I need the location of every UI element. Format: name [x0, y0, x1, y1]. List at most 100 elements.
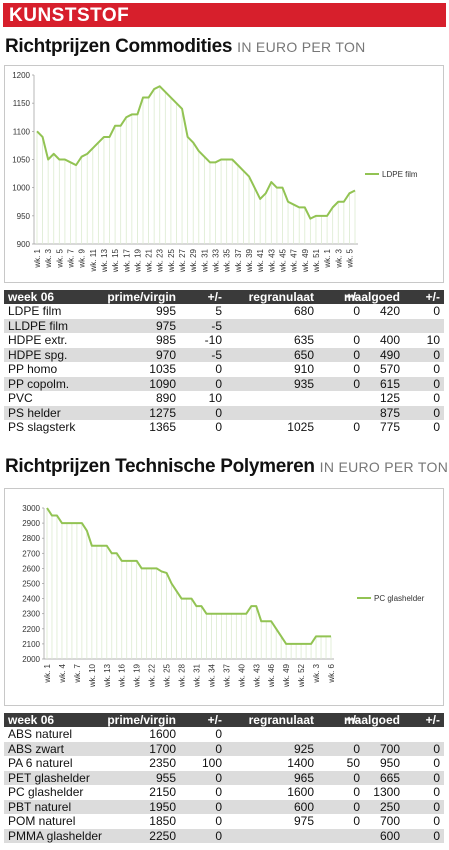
material-name: PBT naturel — [8, 799, 72, 814]
x-tick-label: wk. 25 — [163, 663, 172, 688]
price-cell: 570 — [379, 362, 400, 376]
x-tick-label: wk. 43 — [252, 663, 261, 688]
table-row: PS slagsterk 1365 0 1025 0 775 0 — [4, 420, 444, 435]
price-cell: 250 — [379, 799, 400, 814]
price-cell: 0 — [353, 785, 360, 799]
x-tick-label: wk. 22 — [148, 663, 157, 688]
x-tick-label: wk. 17 — [122, 248, 131, 273]
material-name: PMMA glashelder — [8, 828, 103, 843]
table-header: week 06 prime/virgin +/- regranulaat +/- maal… — [4, 290, 444, 304]
price-cell: 635 — [293, 333, 314, 347]
material-name: POM naturel — [8, 814, 76, 828]
x-tick-label: wk. 31 — [200, 248, 209, 273]
price-cell: 1600 — [287, 785, 314, 799]
price-cell: 890 — [155, 391, 176, 405]
x-tick-label: wk. 35 — [223, 248, 232, 273]
y-tick-label: 2500 — [22, 580, 40, 589]
price-cell: 0 — [433, 376, 440, 391]
price-cell: 665 — [379, 770, 400, 785]
price-cell: 600 — [379, 828, 400, 843]
material-name: PA 6 naturel — [8, 756, 73, 770]
price-cell: 1035 — [149, 362, 176, 376]
price-cell: 0 — [433, 770, 440, 785]
price-cell: 0 — [215, 376, 222, 391]
price-cell: 680 — [293, 304, 314, 318]
x-tick-label: wk. 31 — [192, 663, 201, 688]
price-cell: 700 — [379, 741, 400, 756]
column-header: +/- — [425, 713, 440, 727]
price-cell: 910 — [293, 362, 314, 376]
price-cell: 0 — [353, 814, 360, 828]
price-cell: -5 — [211, 318, 222, 333]
price-cell: 0 — [353, 741, 360, 756]
y-tick-label: 2900 — [22, 519, 40, 528]
table-row: PMMA glashelder 2250 0 600 0 — [4, 828, 444, 843]
column-header: +/- — [207, 290, 222, 304]
price-cell: 0 — [215, 727, 222, 741]
price-cell: 1600 — [149, 727, 176, 741]
price-cell: 1275 — [149, 405, 176, 420]
y-tick-label: 2200 — [22, 625, 40, 634]
table-row: LDPE film 995 5 680 0 420 0 — [4, 304, 444, 319]
y-tick-label: 1000 — [12, 184, 30, 193]
x-tick-label: wk. 28 — [178, 663, 187, 688]
price-cell: 775 — [379, 420, 400, 434]
material-name: PP homo — [8, 362, 58, 376]
table-header: week 06 prime/virgin +/- regranulaat +/- maal… — [4, 713, 444, 727]
price-cell: 975 — [155, 318, 176, 333]
x-tick-label: wk. 3 — [312, 663, 321, 683]
y-tick-label: 2700 — [22, 549, 40, 558]
y-tick-label: 2100 — [22, 640, 40, 649]
table-row: PBT naturel 1950 0 600 0 250 0 — [4, 799, 444, 814]
column-header: week 06 — [8, 713, 55, 727]
table-row: LLDPE film 975 -5 — [4, 318, 444, 333]
x-tick-label: wk. 9 — [78, 248, 87, 268]
title-text: Richtprijzen Commodities — [5, 36, 233, 57]
price-cell: 1700 — [149, 741, 176, 756]
x-tick-label: wk. 1 — [323, 248, 332, 268]
price-cell: 985 — [155, 333, 176, 347]
price-cell: 935 — [293, 376, 314, 391]
section-bar: KUNSTSTOF — [3, 3, 446, 27]
column-header: maalgoed — [343, 290, 400, 304]
price-cell: 955 — [155, 770, 176, 785]
price-cell: 0 — [353, 347, 360, 362]
table-row: PP copolm. 1090 0 935 0 615 0 — [4, 376, 444, 391]
column-header: +/- — [425, 290, 440, 304]
y-tick-label: 2400 — [22, 595, 40, 604]
x-tick-label: wk. 49 — [282, 663, 291, 688]
price-cell: 600 — [293, 799, 314, 814]
price-cell: 0 — [215, 770, 222, 785]
material-name: LLDPE film — [8, 318, 69, 333]
x-tick-label: wk. 4 — [58, 663, 67, 683]
chart-frame — [4, 65, 444, 283]
price-cell: 700 — [379, 814, 400, 828]
title-unit: IN EURO PER TON — [237, 39, 366, 55]
material-name: PC glashelder — [8, 785, 84, 799]
material-name: PS slagsterk — [8, 420, 76, 434]
x-tick-label: wk. 21 — [145, 248, 154, 273]
x-tick-label: wk. 27 — [178, 248, 187, 273]
x-tick-label: wk. 13 — [100, 248, 109, 273]
price-cell: 0 — [433, 420, 440, 434]
x-tick-label: wk. 19 — [133, 248, 142, 273]
price-cell: 10 — [426, 333, 440, 347]
price-cell: 0 — [353, 420, 360, 434]
series-line — [36, 85, 356, 220]
column-header: +/- — [345, 713, 360, 727]
material-name: LDPE film — [8, 304, 62, 318]
table-row: PP homo 1035 0 910 0 570 0 — [4, 362, 444, 377]
price-cell: 0 — [433, 391, 440, 405]
material-name: ABS zwart — [8, 741, 65, 756]
table-row: PVC 890 10 125 0 — [4, 391, 444, 406]
price-cell: 965 — [293, 770, 314, 785]
price-cell: 1400 — [287, 756, 314, 770]
series-line — [46, 507, 331, 645]
price-cell: 0 — [215, 828, 222, 843]
price-cell: 0 — [215, 785, 222, 799]
y-tick-label: 1100 — [13, 127, 31, 136]
x-tick-label: wk. 33 — [212, 248, 221, 273]
price-cell: 650 — [293, 347, 314, 362]
column-header: maalgoed — [343, 713, 400, 727]
